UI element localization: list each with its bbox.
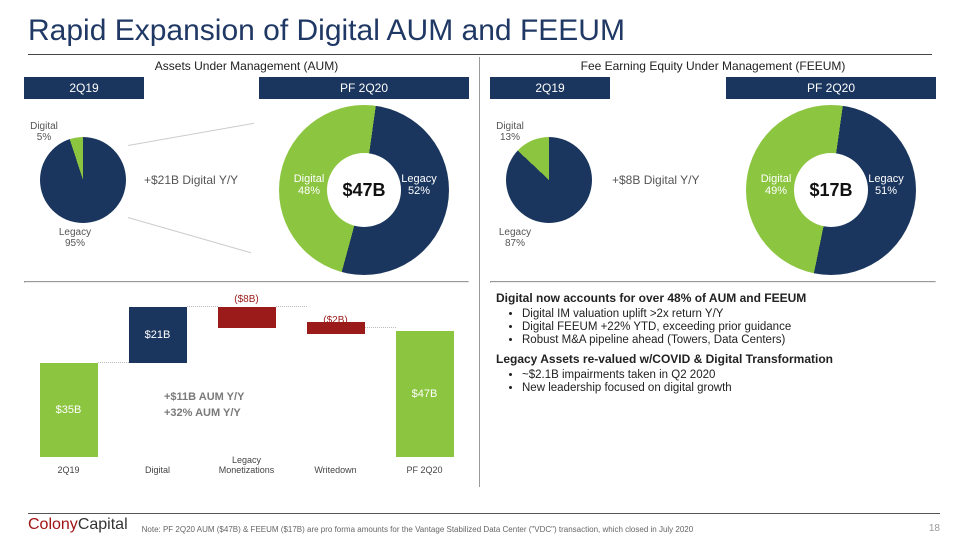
feeum-period-2q19: 2Q19: [490, 77, 610, 99]
aum-donut-legacy-label: Legacy52%: [397, 173, 441, 197]
feeum-section-title: Fee Earning Equity Under Management (FEE…: [490, 59, 936, 73]
bullet-list-2: ~$2.1B impairments taken in Q2 2020 New …: [496, 369, 936, 394]
wf-bar: [307, 322, 365, 334]
bullet-item: ~$2.1B impairments taken in Q2 2020: [522, 369, 936, 381]
logo-part-2: Capital: [78, 516, 128, 533]
guide-line-top: [128, 123, 254, 146]
column-aum: Assets Under Management (AUM) 2Q19 PF 2Q…: [24, 57, 480, 487]
aum-section-title: Assets Under Management (AUM): [24, 59, 469, 73]
aum-period-pf2q20: PF 2Q20: [259, 77, 469, 99]
feeum-growth-text: +$8B Digital Y/Y: [612, 173, 700, 187]
bullet-item: Robust M&A pipeline ahead (Towers, Data …: [522, 334, 936, 346]
wf-category-label: Writedown: [301, 465, 371, 475]
bullet-item: Digital IM valuation uplift >2x return Y…: [522, 308, 936, 320]
bullet-item: New leadership focused on digital growth: [522, 382, 936, 394]
logo-part-1: Colony: [28, 516, 78, 533]
feeum-pie-2q19: [506, 137, 592, 223]
aum-pie-row: 2Q19 PF 2Q20 Digital5% Legacy95% +$21B D…: [24, 77, 469, 277]
wf-connector: [187, 306, 218, 307]
aum-small-legacy-label: Legacy95%: [50, 227, 100, 249]
slide-footer: ColonyCapital Note: PF 2Q20 AUM ($47B) &…: [28, 513, 940, 534]
feeum-small-legacy-label: Legacy87%: [490, 227, 540, 249]
aum-donut-center: $47B: [327, 153, 401, 227]
feeum-donut-legacy-label: Legacy51%: [864, 173, 908, 197]
feeum-divider: [490, 281, 936, 283]
aum-small-digital-label: Digital5%: [24, 121, 64, 143]
feeum-donut-center: $17B: [794, 153, 868, 227]
bullet-list-1: Digital IM valuation uplift >2x return Y…: [496, 308, 936, 346]
aum-pie-2q19: [40, 137, 126, 223]
logo: ColonyCapital: [28, 516, 128, 534]
aum-period-2q19: 2Q19: [24, 77, 144, 99]
wf-bar-label: ($8B): [218, 294, 276, 305]
wf-category-label: 2Q19: [34, 465, 104, 475]
wf-connector: [276, 306, 307, 307]
slide-title: Rapid Expansion of Digital AUM and FEEUM: [0, 0, 960, 54]
bullets-block: Digital now accounts for over 48% of AUM…: [490, 291, 936, 394]
wf-bar: $35B: [40, 363, 98, 457]
aum-divider: [24, 281, 469, 283]
wf-category-label: Legacy Monetizations: [212, 455, 282, 475]
aum-waterfall-chart: +$11B AUM Y/Y +32% AUM Y/Y $35B 2Q19 $21B D…: [24, 295, 469, 475]
wf-connector: [365, 327, 396, 328]
bullet-item: Digital FEEUM +22% YTD, exceeding prior …: [522, 321, 936, 333]
bullet-heading-2: Legacy Assets re-valued w/COVID & Digita…: [496, 352, 936, 366]
wf-bar: $47B: [396, 331, 454, 457]
feeum-period-pf2q20: PF 2Q20: [726, 77, 936, 99]
wf-annot-2: +32% AUM Y/Y: [164, 407, 241, 419]
feeum-pie-row: 2Q19 PF 2Q20 Digital13% Legacy87% +$8B D…: [490, 77, 936, 277]
wf-connector: [98, 362, 129, 363]
wf-annot-1: +$11B AUM Y/Y: [164, 391, 244, 403]
wf-bar: [218, 307, 276, 328]
guide-line-bot: [128, 217, 251, 253]
wf-category-label: Digital: [123, 465, 193, 475]
feeum-donut-digital-label: Digital49%: [754, 173, 798, 197]
feeum-small-digital-label: Digital13%: [490, 121, 530, 143]
wf-category-label: PF 2Q20: [390, 465, 460, 475]
wf-bar: $21B: [129, 307, 187, 363]
aum-donut-digital-label: Digital48%: [287, 173, 331, 197]
content-area: Assets Under Management (AUM) 2Q19 PF 2Q…: [0, 57, 960, 487]
column-feeum: Fee Earning Equity Under Management (FEE…: [480, 57, 936, 487]
page-number: 18: [929, 523, 940, 534]
aum-growth-text: +$21B Digital Y/Y: [144, 173, 238, 187]
bullet-heading-1: Digital now accounts for over 48% of AUM…: [496, 291, 936, 305]
title-rule: [28, 54, 932, 55]
footer-note: Note: PF 2Q20 AUM ($47B) & FEEUM ($17B) …: [142, 525, 915, 534]
